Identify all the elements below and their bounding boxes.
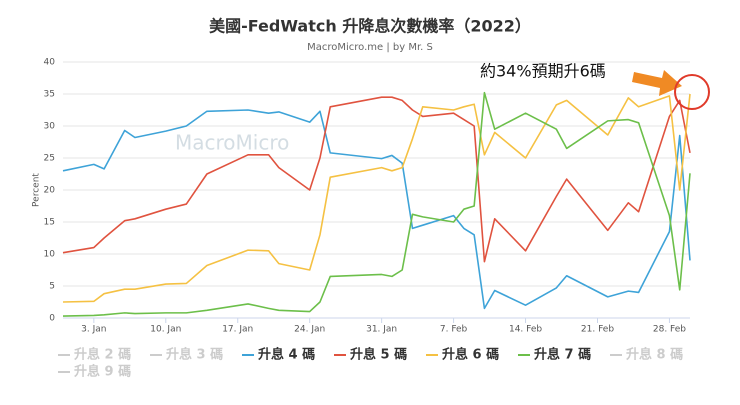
legend-item[interactable]: 升息 5 碼 [334, 347, 407, 363]
series-line [62, 93, 691, 303]
legend-item[interactable]: 升息 4 碼 [242, 347, 315, 363]
x-tick-label: 3. Jan [81, 325, 106, 335]
annotation-arrow [632, 70, 682, 96]
x-tick-label: 28. Feb [653, 325, 686, 335]
x-tick-label: 31. Jan [366, 325, 397, 335]
x-tick-label: 7. Feb [440, 325, 468, 335]
legend-item[interactable]: 升息 2 碼 [58, 347, 131, 363]
y-tick-label: 10 [44, 250, 56, 260]
legend-item[interactable]: 升息 6 碼 [426, 347, 499, 363]
legend-label: 升息 5 碼 [350, 347, 407, 363]
legend-label: 升息 7 碼 [534, 347, 591, 363]
plot-area: 0 5 10 15 20 25 30 35 40 3. Jan 10. Jan 17. Jan 24. … [44, 58, 691, 335]
legend-item[interactable]: 升息 3 碼 [150, 347, 223, 363]
y-tick-label: 20 [44, 186, 56, 196]
chart-subtitle: MacroMicro.me | by Mr. S [307, 42, 433, 53]
y-tick-label: 5 [49, 282, 55, 292]
annotation-circle [674, 74, 710, 110]
legend-label: 升息 8 碼 [626, 347, 683, 363]
legend-item[interactable]: 升息 9 碼 [58, 364, 131, 380]
chart-title: 美國-FedWatch 升降息次數機率（2022） [209, 17, 531, 36]
x-tick-label: 17. Jan [222, 325, 253, 335]
y-axis-title: Percent [32, 173, 42, 207]
series-line [62, 96, 691, 263]
x-tick-label: 14. Feb [509, 325, 542, 335]
legend-label: 升息 3 碼 [166, 347, 223, 363]
series-line [62, 91, 691, 317]
x-tick-label: 24. Jan [294, 325, 325, 335]
legend-label: 升息 6 碼 [442, 347, 499, 363]
watermark: MacroMicro [175, 131, 289, 155]
y-tick-label: 0 [49, 314, 55, 324]
series-line [62, 109, 691, 310]
legend-item[interactable]: 升息 7 碼 [518, 347, 591, 363]
y-tick-label: 15 [44, 218, 55, 228]
legend-item[interactable]: 升息 8 碼 [610, 347, 683, 363]
annotation: 約34%預期升6碼 [480, 62, 606, 81]
y-tick-label: 25 [44, 154, 55, 164]
y-tick-label: 35 [44, 90, 55, 100]
legend-label: 升息 2 碼 [74, 347, 131, 363]
legend-label: 升息 4 碼 [258, 347, 315, 363]
x-tick-label: 10. Jan [150, 325, 181, 335]
x-tick-label: 21. Feb [581, 325, 614, 335]
legend-label: 升息 9 碼 [74, 364, 131, 380]
y-tick-label: 40 [44, 58, 56, 68]
y-tick-label: 30 [44, 122, 56, 132]
